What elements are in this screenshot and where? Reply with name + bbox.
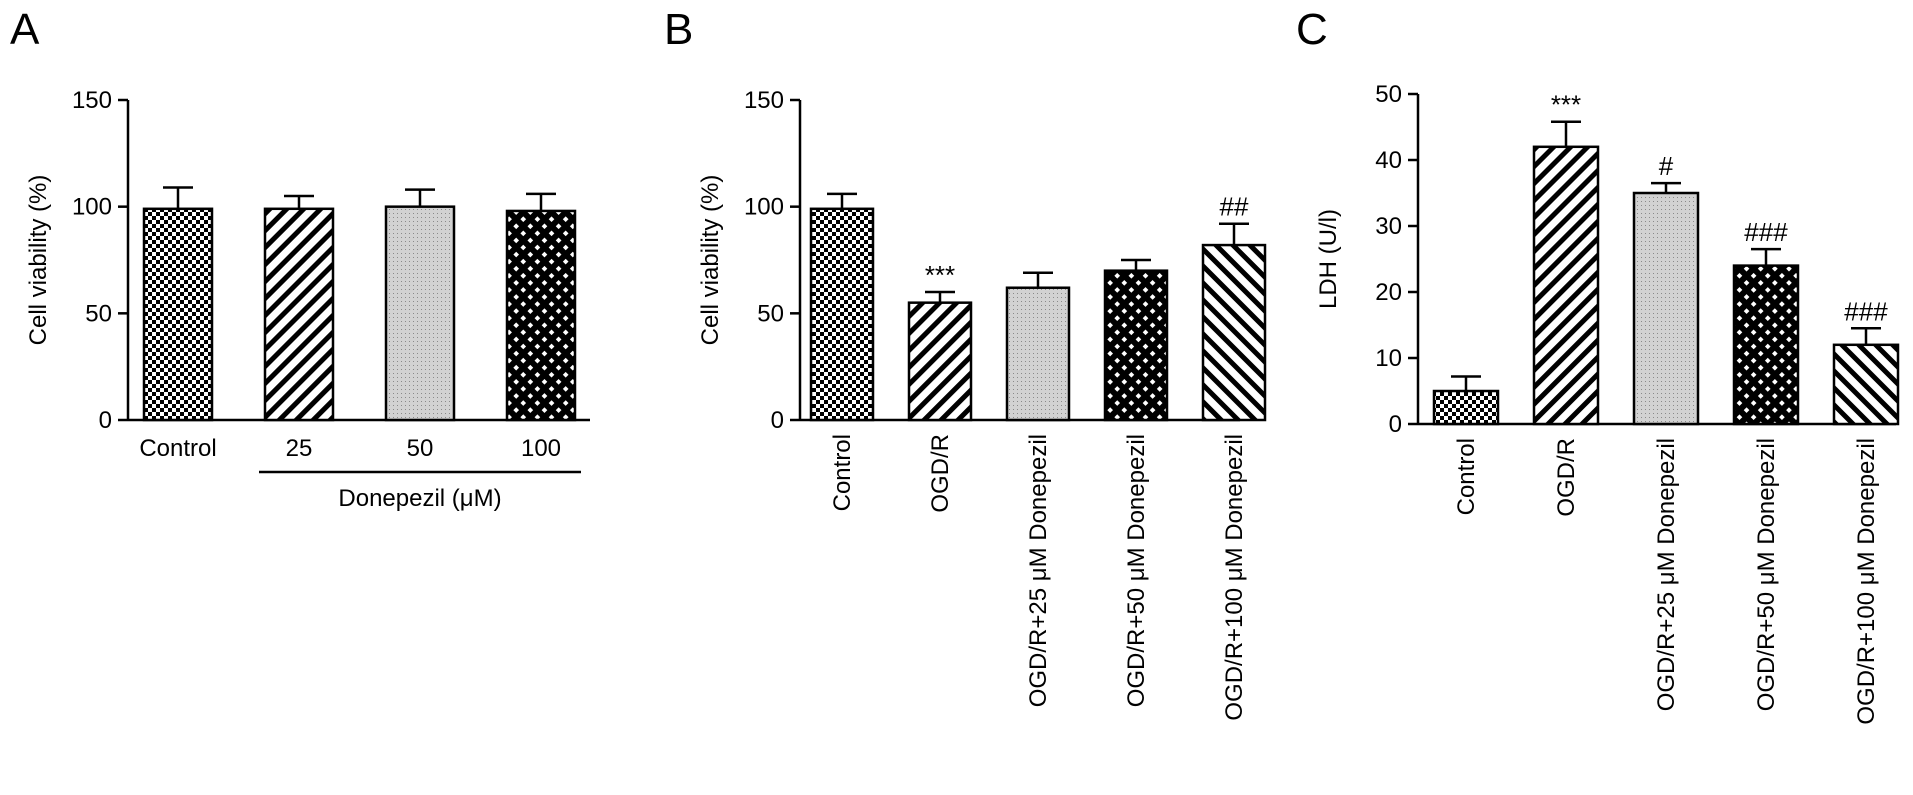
x-tick-label: OGD/R — [927, 434, 954, 513]
bar — [1005, 286, 1071, 422]
y-tick-label: 50 — [85, 300, 112, 327]
y-tick-label: 20 — [1375, 279, 1402, 306]
y-tick-label: 50 — [757, 300, 784, 327]
bar — [142, 207, 214, 422]
significance-label: # — [1659, 151, 1674, 181]
y-tick-label: 150 — [72, 87, 112, 114]
x-tick-label: 25 — [286, 435, 313, 462]
bar — [809, 207, 875, 422]
y-tick-label: 0 — [771, 407, 784, 434]
significance-label: *** — [1551, 90, 1581, 120]
x-tick-label: OGD/R+100 μM Donepezil — [1853, 438, 1880, 725]
y-tick-label: 100 — [744, 194, 784, 221]
bar — [384, 205, 456, 422]
panel-b-chart: 0 50 100 150 Cell viability (%) Control *** OGD… — [697, 87, 1267, 721]
bar — [1103, 269, 1169, 422]
bar — [1432, 389, 1500, 426]
x-tick-label: OGD/R+25 μM Donepezil — [1653, 438, 1680, 711]
y-tick-label: 30 — [1375, 213, 1402, 240]
significance-label: ### — [1744, 217, 1788, 247]
x-tick-label: Control — [139, 435, 216, 462]
bar — [1832, 343, 1900, 426]
significance-label: ### — [1844, 296, 1888, 326]
y-axis-title: Cell viability (%) — [25, 175, 52, 346]
y-tick-label: 150 — [744, 87, 784, 114]
bar — [1201, 243, 1267, 422]
bar — [505, 209, 577, 422]
panel-a-letter: A — [10, 5, 40, 54]
x-tick-label: Control — [829, 434, 856, 511]
y-tick-label: 40 — [1375, 147, 1402, 174]
x-tick-label: OGD/R+50 μM Donepezil — [1753, 438, 1780, 711]
bar — [1532, 145, 1600, 426]
bar — [1732, 264, 1800, 426]
x-tick-label: OGD/R+50 μM Donepezil — [1123, 434, 1150, 707]
group-label: Donepezil (μM) — [338, 485, 501, 512]
x-tick-label: OGD/R+25 μM Donepezil — [1025, 434, 1052, 707]
y-axis-title: LDH (U/l) — [1315, 209, 1342, 309]
x-tick-label: OGD/R — [1553, 438, 1580, 517]
y-axis-title: Cell viability (%) — [697, 175, 724, 346]
bar — [1632, 191, 1700, 426]
y-tick-label: 0 — [99, 407, 112, 434]
panel-b-letter: B — [664, 5, 693, 54]
bar — [263, 207, 335, 422]
y-tick-label: 100 — [72, 194, 112, 221]
bar — [907, 301, 973, 422]
y-tick-label: 50 — [1375, 81, 1402, 108]
panel-c-letter: C — [1296, 5, 1328, 54]
panel-a-chart: 0 50 100 150 Cell viability (%) Control 25 50 10… — [25, 87, 590, 512]
x-tick-label: 50 — [407, 435, 434, 462]
significance-label: *** — [925, 260, 955, 290]
panel-c-chart: 0 10 20 30 40 50 LDH (U/l) Control *** OGD/R # OGD/… — [1315, 81, 1900, 725]
y-tick-label: 10 — [1375, 345, 1402, 372]
x-tick-label: Control — [1453, 438, 1480, 515]
x-tick-label: OGD/R+100 μM Donepezil — [1221, 434, 1248, 721]
x-tick-label: 100 — [521, 435, 561, 462]
significance-label: ## — [1220, 192, 1249, 222]
y-tick-label: 0 — [1389, 411, 1402, 438]
